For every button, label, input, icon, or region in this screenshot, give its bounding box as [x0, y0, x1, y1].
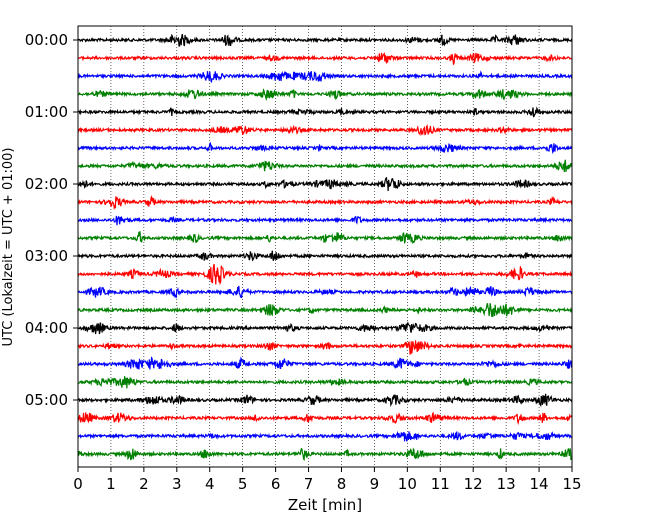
x-axis-label: Zeit [min]	[288, 496, 362, 514]
trace-0330	[77, 285, 573, 299]
x-tick-label: 0	[73, 475, 83, 493]
trace-0530	[77, 430, 573, 442]
trace-0345	[77, 303, 573, 318]
x-tick-label: 8	[337, 475, 347, 493]
trace-0545	[77, 447, 573, 462]
trace-0015	[77, 52, 573, 66]
trace-0215	[77, 195, 573, 211]
x-tick-label: 14	[530, 475, 549, 493]
trace-0315	[77, 263, 573, 286]
x-tick-label: 3	[172, 475, 182, 493]
trace-0415	[77, 340, 573, 356]
plot-frame	[77, 25, 573, 468]
y-axis-ticks: 00:00 01:00 02:00 03:00 04:00 05:00	[25, 31, 78, 409]
trace-0115	[77, 124, 573, 136]
x-axis-ticks: 0 1 2 3 4 5 6 7 8 9 10 11 12 13 14 15	[73, 467, 582, 493]
trace-0000	[77, 33, 573, 47]
trace-0430	[77, 356, 573, 370]
y-axis-label: UTC (Lokalzeit = UTC + 01:00)	[1, 148, 16, 347]
seismic-traces	[77, 33, 573, 462]
y-tick-label: 01:00	[25, 103, 68, 121]
x-tick-label: 13	[497, 475, 516, 493]
x-tick-label: 10	[398, 475, 417, 493]
x-tick-label: 6	[271, 475, 281, 493]
trace-0445	[77, 376, 573, 389]
y-tick-label: 02:00	[25, 175, 68, 193]
trace-0515	[77, 411, 573, 426]
trace-0200	[77, 176, 573, 192]
x-tick-label: 1	[106, 475, 116, 493]
trace-0145	[77, 159, 573, 172]
trace-0400	[77, 321, 573, 335]
y-tick-label: 05:00	[25, 391, 68, 409]
x-tick-label: 5	[238, 475, 248, 493]
y-tick-label: 04:00	[25, 319, 68, 337]
y-tick-label: 03:00	[25, 247, 68, 265]
x-tick-label: 9	[370, 475, 380, 493]
x-tick-label: 2	[139, 475, 149, 493]
trace-0100	[77, 106, 573, 118]
x-tick-label: 7	[304, 475, 314, 493]
trace-0045	[77, 88, 573, 102]
trace-0130	[77, 141, 573, 155]
trace-0245	[77, 231, 573, 245]
y-tick-label: 00:00	[25, 31, 68, 49]
trace-0300	[77, 250, 573, 262]
x-tick-label: 11	[431, 475, 450, 493]
trace-0030	[77, 70, 573, 83]
x-tick-label: 12	[464, 475, 483, 493]
trace-0230	[77, 215, 573, 226]
trace-0500	[77, 393, 573, 408]
x-tick-label: 15	[562, 475, 581, 493]
x-tick-label: 4	[205, 475, 215, 493]
